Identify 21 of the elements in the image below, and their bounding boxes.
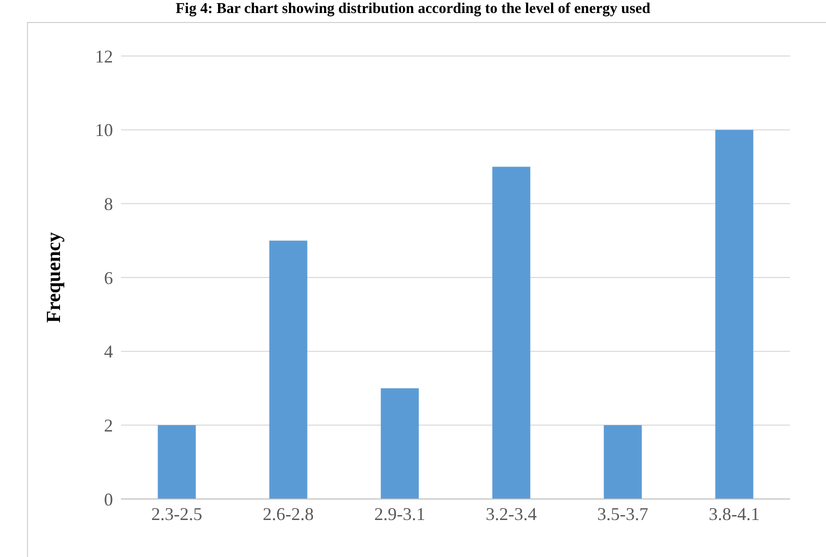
bar <box>158 425 196 499</box>
y-tick-label: 12 <box>95 46 113 66</box>
y-tick-label: 6 <box>104 268 113 288</box>
bar <box>380 388 419 499</box>
x-tick-label: 3.2-3.4 <box>486 504 537 524</box>
y-tick-label: 8 <box>104 194 113 214</box>
bar <box>715 130 754 499</box>
bar <box>604 425 642 499</box>
y-axis-title: Frequency <box>43 232 66 323</box>
y-tick-label: 2 <box>104 416 113 436</box>
chart-title: Fig 4: Bar chart showing distribution according to the level of energy used <box>174 1 652 18</box>
y-tick-label: 10 <box>95 120 113 140</box>
x-tick-label: 3.8-4.1 <box>708 504 760 524</box>
y-tick-label: 0 <box>104 489 113 510</box>
x-tick-label: 2.6-2.8 <box>262 504 314 524</box>
bar <box>269 240 308 499</box>
x-tick-label: 3.5-3.7 <box>597 504 648 524</box>
y-tick-label: 4 <box>104 342 113 362</box>
bar <box>492 166 530 499</box>
x-tick-label: 2.3-2.5 <box>151 504 202 524</box>
x-tick-label: 2.9-3.1 <box>374 504 426 524</box>
